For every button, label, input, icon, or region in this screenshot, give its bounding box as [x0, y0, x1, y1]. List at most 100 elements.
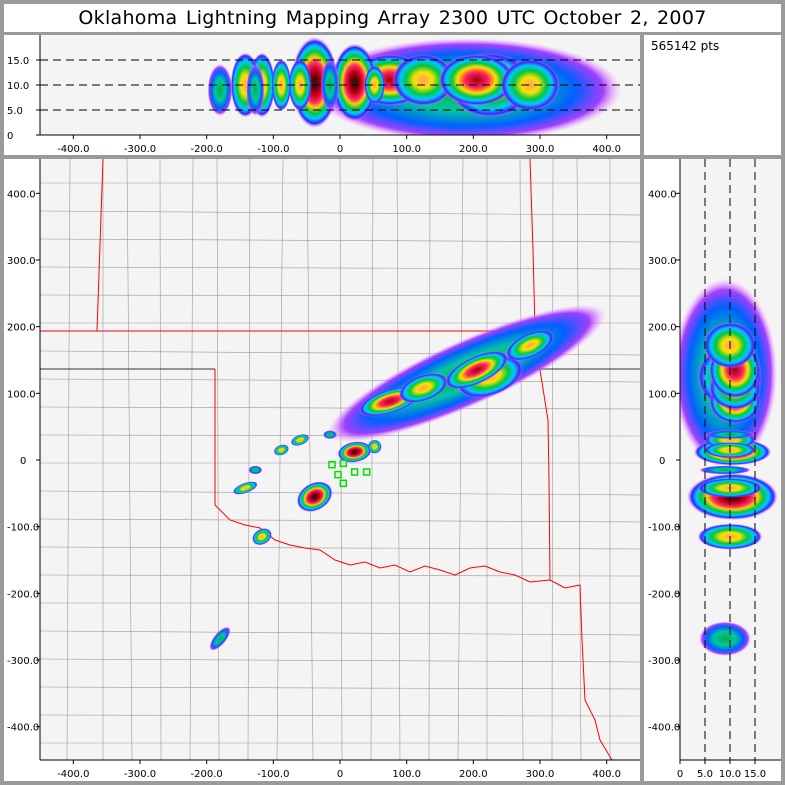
storm-cell-altitude [500, 59, 560, 111]
x-tick-label: -400.0 [57, 144, 89, 155]
x-tick-label: 15.0 [744, 769, 766, 780]
storm-cell-plan [209, 626, 231, 651]
station-marker [339, 459, 348, 468]
county-line [457, 159, 464, 760]
lightning-sources-y-altitude [680, 278, 778, 657]
county-line [40, 574, 640, 577]
station-marker [334, 470, 342, 479]
y-tick-label: -300.0 [7, 656, 39, 667]
county-line [428, 159, 431, 760]
y-tick-label: -200.0 [7, 589, 39, 600]
x-tick-label: -300.0 [124, 144, 156, 155]
y-tick-label: 0 [7, 131, 13, 142]
storm-cell-plan [296, 481, 333, 512]
x-tick-label: 0 [677, 769, 683, 780]
storm-cell-altitude [438, 54, 516, 106]
x-tick-label: 0 [337, 144, 343, 155]
y-tick-label: -400.0 [7, 723, 39, 734]
county-line [306, 159, 314, 760]
storm-cell-plan [444, 350, 509, 390]
storm-cell-y-altitude [699, 465, 751, 475]
chart-title: Oklahoma Lightning Mapping Array 2300 UT… [4, 4, 781, 32]
x-tick-label: 5.0 [697, 769, 713, 780]
x-tick-label: 300.0 [526, 144, 555, 155]
x-tick-label: 0 [337, 769, 343, 780]
y-tick-label: 100.0 [648, 389, 677, 400]
x-tick-label: 400.0 [592, 144, 621, 155]
storm-cell-plan [367, 439, 382, 454]
county-line [40, 518, 640, 523]
county-line [40, 630, 640, 636]
county-line [396, 159, 401, 760]
stats-box: 565142 pts [644, 35, 781, 155]
county-line [370, 159, 374, 760]
y-tick-label: -300.0 [648, 656, 680, 667]
y-tick-label: 5.0 [7, 106, 23, 117]
x-tick-label: 400.0 [592, 769, 621, 780]
y-tick-label: 15.0 [7, 56, 29, 67]
y-tick-label: 400.0 [7, 189, 36, 200]
county-line [40, 378, 640, 383]
x-tick-label: 300.0 [526, 769, 555, 780]
county-line [40, 546, 640, 550]
y-tick-label: 10.0 [7, 81, 29, 92]
county-line [40, 294, 640, 297]
y-tick-label: 300.0 [7, 256, 36, 267]
lightning-sources-plan [209, 304, 606, 651]
y-tick-label: 200.0 [7, 323, 36, 334]
y-tick-label: 400.0 [648, 189, 677, 200]
station-marker [362, 468, 371, 476]
x-tick-label: 100.0 [392, 769, 421, 780]
county-line [40, 406, 640, 410]
county-line [40, 686, 640, 690]
x-tick-label: -400.0 [57, 769, 89, 780]
storm-cell-plan [273, 444, 289, 456]
y-tick-label: 100.0 [7, 389, 36, 400]
y-tick-label: 200.0 [648, 323, 677, 334]
altitude-reference-lines [40, 59, 756, 760]
county-line [551, 159, 554, 760]
station-marker [339, 479, 348, 488]
x-tick-label: -300.0 [124, 769, 156, 780]
storm-cell-plan [337, 441, 372, 463]
county-line [40, 714, 640, 717]
x-tick-label: 10.0 [719, 769, 741, 780]
county-line [40, 266, 640, 270]
county-line [519, 159, 524, 760]
county-line [40, 210, 640, 216]
station-marker [328, 460, 336, 469]
y-tick-label: 0 [659, 456, 665, 467]
points-count: 565142 pts [651, 39, 720, 53]
county-line [40, 490, 640, 496]
lma-stations [328, 459, 371, 488]
x-tick-label: 100.0 [392, 144, 421, 155]
y-tick-label: 300.0 [648, 256, 677, 267]
storm-cell-altitude [246, 64, 265, 116]
storm-cell-altitude [392, 54, 455, 106]
storm-cell-plan [505, 329, 555, 361]
storm-cell-plan [252, 528, 272, 546]
x-tick-label: 200.0 [459, 144, 488, 155]
y-tick-label: -100.0 [648, 523, 680, 534]
county-line [40, 658, 640, 663]
storm-cell-plan [248, 465, 263, 475]
county-line [576, 159, 582, 760]
x-tick-label: 200.0 [459, 769, 488, 780]
x-tick-label: -100.0 [257, 769, 289, 780]
x-tick-label: -200.0 [191, 769, 223, 780]
station-marker [350, 468, 359, 476]
county-line [40, 238, 640, 243]
county-borders [40, 159, 640, 760]
x-tick-label: -100.0 [257, 144, 289, 155]
y-tick-label: -200.0 [648, 589, 680, 600]
storm-cell-plan [323, 430, 337, 439]
county-line [126, 159, 133, 760]
x-tick-label: -200.0 [191, 144, 223, 155]
axes: -400.0 -300.0 -200.0 -100.0 0 100.0 200.0 300.0… [7, 35, 781, 780]
storm-cell-altitude [332, 43, 377, 122]
y-tick-label: -400.0 [648, 723, 680, 734]
storm-cell-plan [398, 372, 449, 404]
county-line [66, 159, 71, 760]
storm-cell-plan [290, 434, 310, 446]
